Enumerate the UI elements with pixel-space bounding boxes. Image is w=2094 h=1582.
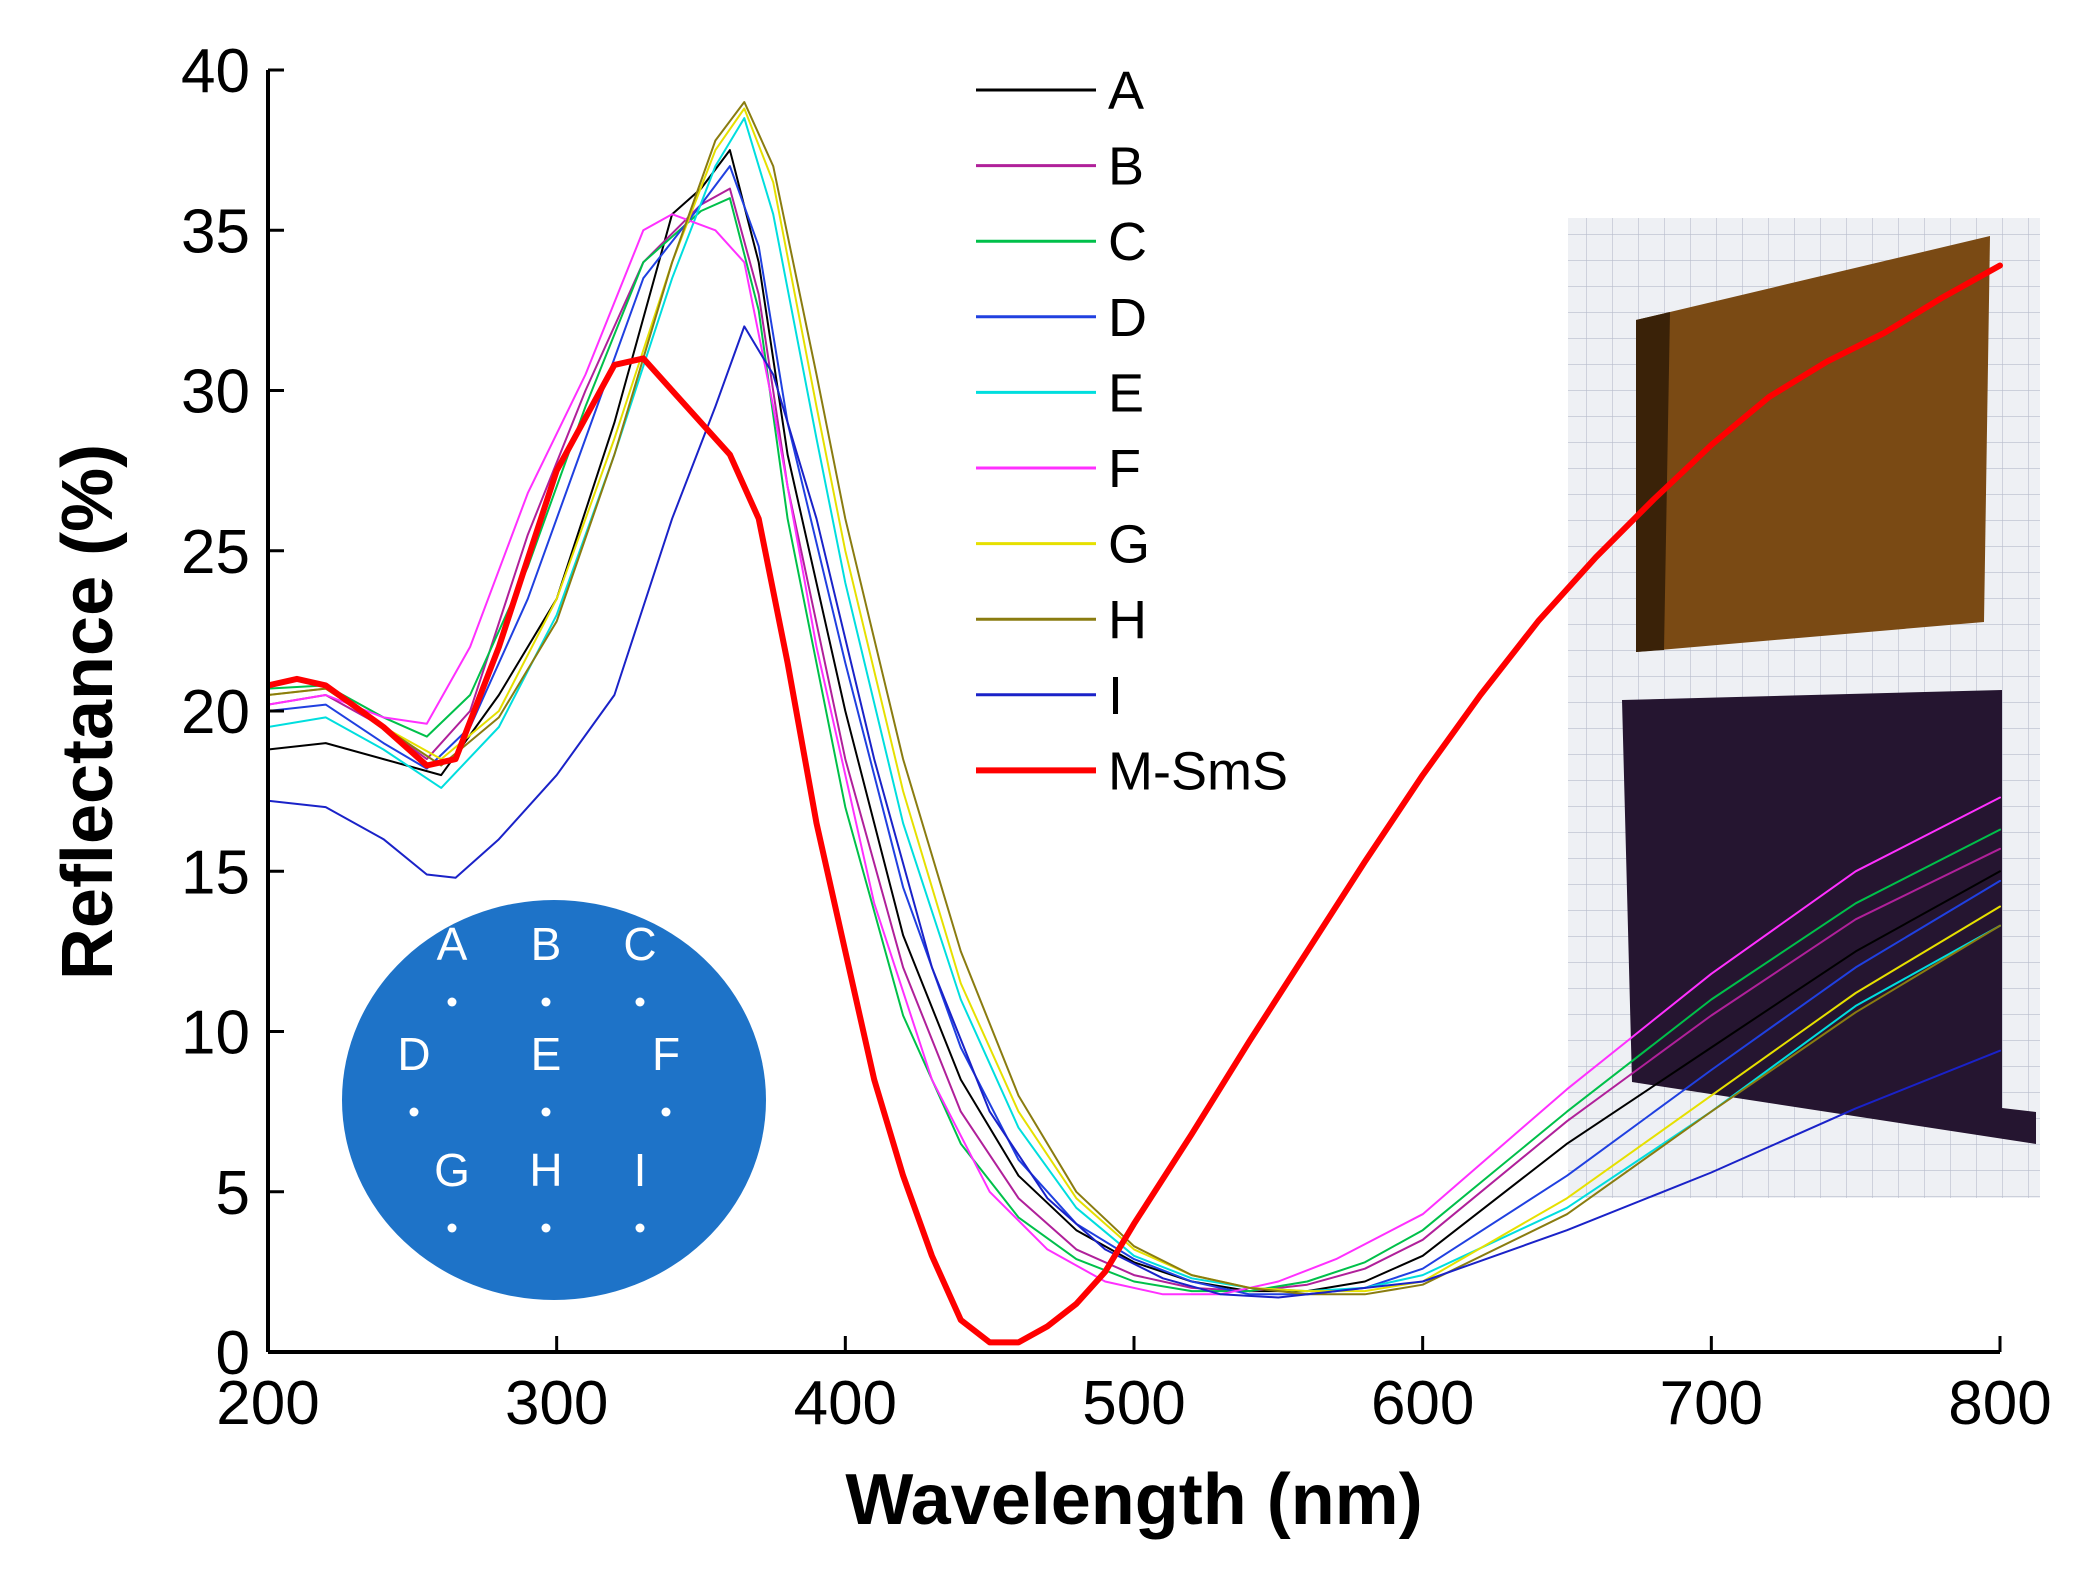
wafer-point-label-e: E — [531, 1028, 562, 1080]
x-tick-label: 700 — [1660, 1369, 1763, 1438]
wafer-point-label-c: C — [623, 918, 656, 970]
y-tick-label: 0 — [216, 1319, 250, 1388]
wafer-point-label-h: H — [529, 1144, 562, 1196]
series-line-h — [268, 101, 2001, 1296]
legend-label-e: E — [1108, 363, 1144, 423]
legend-label-a: A — [1108, 61, 1144, 121]
legend-label-g: G — [1108, 515, 1150, 575]
brown-sample-shade — [1636, 312, 1670, 652]
wafer-point-dot-d — [409, 1107, 419, 1117]
x-tick-label: 400 — [794, 1369, 897, 1438]
legend-label-b: B — [1108, 137, 1144, 197]
wafer-point-label-d: D — [397, 1028, 430, 1080]
series-line-d — [268, 165, 2001, 1296]
wafer-point-dot-f — [661, 1107, 671, 1117]
wafer-point-dot-a — [447, 997, 457, 1007]
y-tick-label: 20 — [181, 678, 250, 747]
wafer-point-dot-b — [541, 997, 551, 1007]
series-line-c — [268, 197, 2001, 1293]
x-axis-title: Wavelength (nm) — [845, 1460, 1422, 1540]
x-tick-label: 300 — [505, 1369, 608, 1438]
wafer-point-label-f: F — [652, 1028, 680, 1080]
wafer-map-inset: A B C D E F G H I — [342, 900, 766, 1300]
wafer-point-label-a: A — [437, 918, 468, 970]
y-tick-label: 10 — [181, 999, 250, 1068]
brown-sample-piece — [1636, 236, 1990, 652]
x-tick-label: 500 — [1082, 1369, 1185, 1438]
legend-label-c: C — [1108, 212, 1147, 272]
wafer-point-dot-e — [541, 1107, 551, 1117]
x-tick-label: 200 — [216, 1369, 319, 1438]
series-line-m-sms — [268, 262, 2003, 1346]
wafer-point-label-g: G — [434, 1144, 470, 1196]
x-tick-label: 800 — [1948, 1369, 2051, 1438]
series-line-g — [268, 107, 2001, 1293]
legend-label-m-sms: M-SmS — [1108, 741, 1288, 801]
wafer-point-dot-g — [447, 1223, 457, 1233]
wafer-point-dot-h — [541, 1223, 551, 1233]
series-line-a — [268, 149, 2001, 1293]
x-tick-label: 600 — [1371, 1369, 1474, 1438]
y-axis-title: Reflectance (%) — [48, 444, 128, 980]
series-line-e — [268, 117, 2001, 1293]
wafer-point-dot-i — [635, 1223, 645, 1233]
legend-label-i: I — [1108, 666, 1123, 726]
legend-label-d: D — [1108, 288, 1147, 348]
series-layer — [268, 101, 2003, 1346]
sample-photo-inset — [1568, 218, 2040, 1198]
ticks: 200 300 400 500 600 700 800 0 5 10 15 20 25 30 35 40 — [181, 37, 2052, 1438]
wafer-point-label-b: B — [531, 918, 562, 970]
y-tick-label: 25 — [181, 518, 250, 587]
y-tick-label: 30 — [181, 358, 250, 427]
series-line-f — [268, 213, 2001, 1296]
y-tick-label: 15 — [181, 838, 250, 907]
dark-sample-piece — [1622, 690, 2036, 1144]
y-tick-label: 35 — [181, 197, 250, 266]
wafer-point-label-i: I — [634, 1144, 647, 1196]
y-tick-label: 5 — [216, 1159, 250, 1228]
series-line-i — [268, 325, 2001, 1299]
legend-label-h: H — [1108, 590, 1147, 650]
wafer-point-dot-c — [635, 997, 645, 1007]
legend-label-f: F — [1108, 439, 1141, 499]
y-tick-label: 40 — [181, 37, 250, 106]
